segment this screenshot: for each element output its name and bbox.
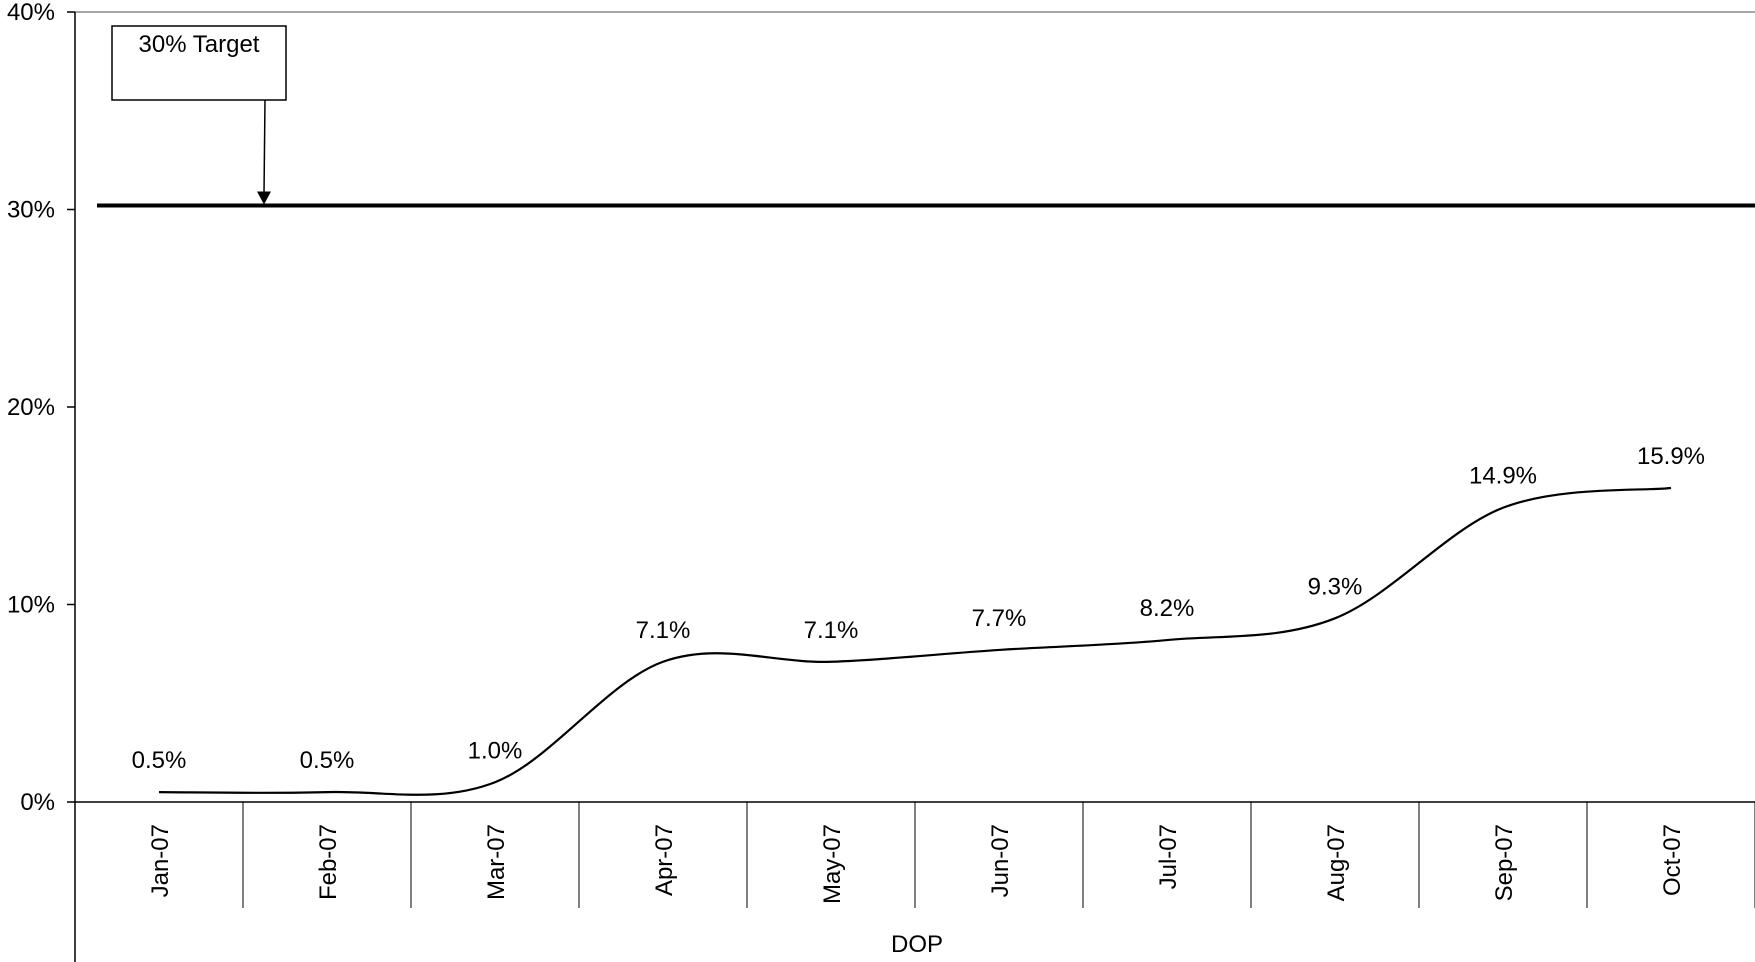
y-axis-ticks: 0% 10% 20% 30% 40% [7, 0, 75, 816]
data-label: 8.2% [1140, 595, 1195, 622]
y-tick-label: 40% [7, 0, 55, 26]
target-label-box [111, 25, 287, 101]
x-tick-label: Oct-07 [1659, 824, 1686, 896]
x-tick-label: Jun-07 [987, 824, 1014, 897]
x-tick-label: Mar-07 [483, 824, 510, 900]
x-tick-label: Jan-07 [147, 824, 174, 897]
x-tick-label: Apr-07 [651, 824, 678, 896]
data-label: 7.1% [804, 617, 859, 644]
data-labels: 0.5% 0.5% 1.0% 7.1% 7.1% 7.7% 8.2% 9.3% 14.9% 15.… [132, 443, 1705, 774]
data-label: 9.3% [1308, 573, 1363, 600]
x-tick-label: Jul-07 [1155, 824, 1182, 889]
x-tick-label: Feb-07 [315, 824, 342, 900]
target-annotation: 30% Target [97, 25, 1755, 208]
data-label: 14.9% [1469, 463, 1537, 490]
data-label: 7.1% [636, 617, 691, 644]
target-label: 30% Target [139, 31, 260, 58]
x-axis-ticks: Jan-07 Feb-07 Mar-07 Apr-07 May-07 Jun-07 Jul-… [147, 802, 1755, 908]
data-label: 15.9% [1637, 443, 1705, 470]
data-label: 7.7% [972, 605, 1027, 632]
x-axis-title: DOP [891, 931, 943, 958]
y-tick-label: 20% [7, 394, 55, 421]
x-tick-label: Sep-07 [1491, 824, 1518, 901]
x-tick-label: Aug-07 [1323, 824, 1350, 901]
target-arrow-head [257, 191, 271, 205]
series-line [158, 486, 1672, 796]
x-tick-label: May-07 [819, 824, 846, 904]
target-arrow-shaft [263, 99, 266, 194]
y-tick-label: 10% [7, 592, 55, 619]
y-tick-label: 30% [7, 197, 55, 224]
data-label: 1.0% [468, 737, 523, 764]
data-label: 0.5% [132, 747, 187, 774]
data-label: 0.5% [300, 747, 355, 774]
y-tick-label: 0% [20, 789, 55, 816]
